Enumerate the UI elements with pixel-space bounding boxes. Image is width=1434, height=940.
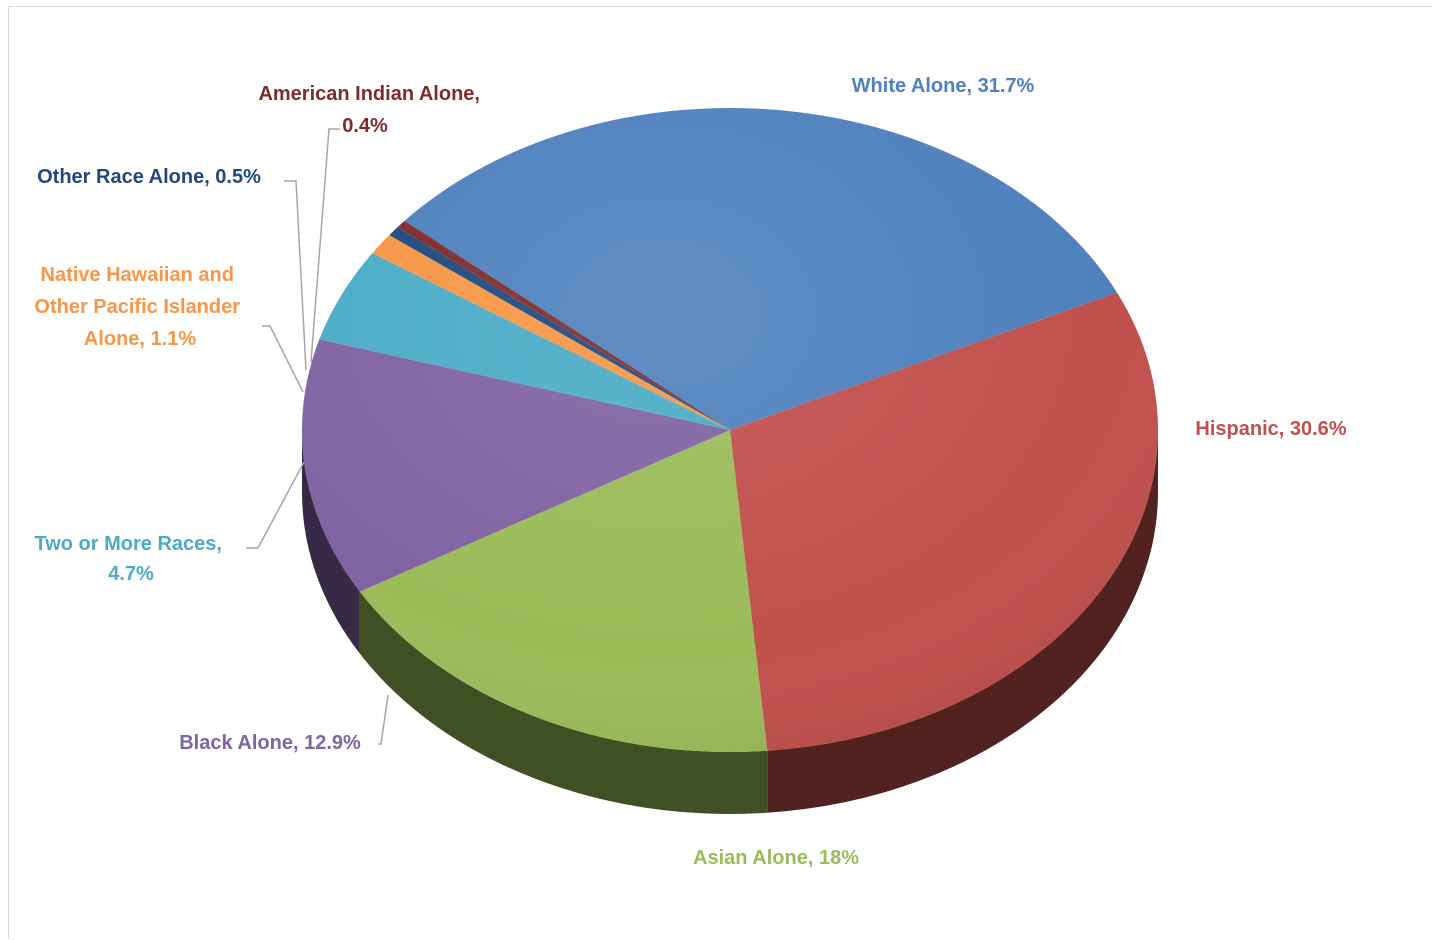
pie-slices [301, 108, 1158, 753]
data-label-asian: Asian Alone, 18% [693, 847, 859, 869]
pie-side-asian-alone [359, 591, 768, 815]
data-label-american-indian: American Indian Alone, 0.4% [258, 83, 485, 137]
data-label-black: Black Alone, 12.9% [179, 732, 361, 754]
leader-two-or-more [246, 461, 305, 549]
leader-lines [246, 128, 389, 745]
leader-native-hawaiian [262, 325, 304, 393]
data-label-native-hawaiian: Native Hawaiian and Other Pacific Island… [34, 264, 245, 350]
data-label-white: White Alone, 31.7% [852, 75, 1035, 97]
data-label-hispanic: Hispanic, 30.6% [1195, 418, 1346, 440]
leader-american-indian [310, 128, 340, 363]
chart-frame [8, 6, 1432, 938]
data-label-two-or-more: Two or More Races, 4.7% [34, 533, 227, 585]
data-label-other-race: Other Race Alone, 0.5% [37, 166, 261, 188]
leader-other-race [284, 180, 307, 371]
leader-black [378, 694, 389, 745]
